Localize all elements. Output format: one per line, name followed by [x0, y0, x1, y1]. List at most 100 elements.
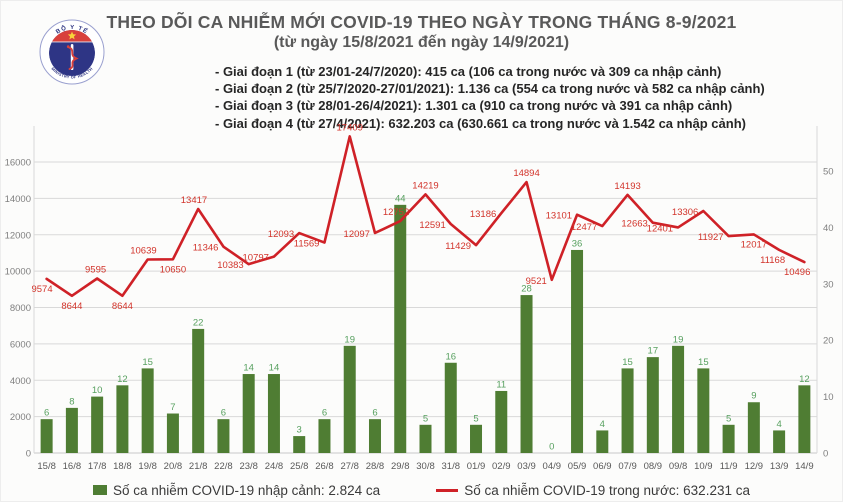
line-value-label: 11429: [445, 241, 471, 252]
bar-value-label: 10: [92, 385, 103, 396]
line-value-label: 12477: [571, 222, 597, 233]
line-value-label: 9595: [85, 264, 106, 275]
line-value-label: 14219: [412, 180, 438, 191]
logo-asclepius-staff-icon: [66, 44, 79, 70]
x-axis-label: 03/9: [517, 461, 536, 472]
x-axis-label: 28/8: [366, 461, 385, 472]
legend-line-swatch-icon: [436, 488, 459, 492]
right-axis-tick-label: 30: [823, 279, 834, 290]
bar-value-label: 16: [445, 351, 456, 362]
bar-value-label: 8: [69, 396, 74, 407]
line-value-label: 13186: [470, 209, 496, 220]
left-axis-tick-label: 8000: [10, 303, 31, 314]
bar-nhap-canh: [293, 436, 306, 453]
x-axis-label: 11/9: [720, 461, 738, 472]
line-value-label: 12663: [621, 219, 647, 230]
bar-nhap-canh: [520, 295, 533, 453]
line-value-label: 12093: [268, 229, 294, 240]
line-value-label: 14894: [513, 168, 539, 179]
x-axis-label: 14/9: [795, 461, 814, 472]
line-value-label: 13306: [672, 207, 698, 218]
x-axis-label: 31/8: [442, 461, 461, 472]
bar-nhap-canh: [722, 424, 735, 453]
bar-value-label: 7: [170, 402, 175, 413]
bar-value-label: 15: [142, 357, 153, 368]
x-axis-label: 26/8: [315, 461, 334, 472]
phase-summary-list: - Giai đoạn 1 (từ 23/01-24/7/2020): 415 …: [215, 63, 765, 132]
bar-nhap-canh: [444, 362, 457, 453]
line-value-label: 8644: [112, 301, 133, 312]
bar-value-label: 36: [572, 238, 583, 249]
line-value-label: 12401: [647, 223, 673, 234]
x-axis-label: 29/8: [391, 461, 410, 472]
bar-nhap-canh: [217, 419, 230, 453]
right-axis-tick-label: 10: [823, 392, 834, 403]
bar-nhap-canh: [697, 368, 710, 453]
bar-value-label: 6: [221, 408, 226, 419]
bar-nhap-canh: [394, 204, 407, 453]
line-value-label: 9574: [31, 284, 52, 295]
bar-nhap-canh: [571, 249, 584, 453]
bar-nhap-canh: [798, 385, 811, 453]
line-value-label: 13417: [181, 195, 207, 206]
bar-value-label: 14: [269, 363, 280, 374]
line-value-label: 10496: [784, 267, 810, 278]
line-value-label: 10650: [160, 264, 186, 275]
bar-value-label: 4: [776, 419, 781, 430]
bar-value-label: 14: [243, 363, 254, 374]
bar-value-label: 9: [751, 391, 756, 402]
line-value-label: 11168: [760, 255, 785, 266]
bar-nhap-canh: [91, 396, 104, 453]
line-value-label: 8644: [61, 301, 82, 312]
page-subtitle: (từ ngày 15/8/2021 đến ngày 14/9/2021): [273, 34, 570, 51]
bar-nhap-canh: [166, 413, 179, 453]
legend-item-nhap-canh: Số ca nhiễm COVID-19 nhập cảnh: 2.824 ca: [93, 483, 380, 498]
x-axis-label: 10/9: [694, 461, 713, 472]
bar-value-label: 17: [648, 346, 659, 357]
bar-value-label: 15: [622, 357, 633, 368]
x-axis-label: 15/8: [37, 461, 56, 472]
bar-value-label: 19: [344, 334, 355, 345]
line-value-label: 12591: [419, 220, 445, 231]
legend-item-trong-nuoc: Số ca nhiễm COVID-19 trong nước: 632.231…: [436, 483, 750, 498]
bar-nhap-canh: [646, 357, 659, 453]
right-axis-tick-label: 0: [823, 449, 828, 460]
bar-nhap-canh: [192, 328, 205, 453]
line-value-label: 12017: [741, 239, 767, 250]
bar-nhap-canh: [368, 419, 381, 453]
phase-4-summary: - Giai đoạn 4 (từ 27/4/2021): 632.203 ca…: [215, 115, 746, 131]
right-axis-tick-label: 20: [823, 336, 834, 347]
line-trong-nuoc: [45, 135, 806, 298]
left-axis-tick-label: 16000: [5, 158, 31, 169]
bar-nhap-canh: [747, 402, 760, 453]
bar-nhap-canh: [596, 430, 609, 453]
bar-value-label: 3: [297, 425, 302, 436]
logo-star-icon: [67, 31, 77, 40]
x-axis-label: 01/9: [467, 461, 486, 472]
x-axis-label: 12/9: [745, 461, 764, 472]
left-axis-tick-label: 10000: [5, 267, 31, 278]
legend-label-nhap-canh: Số ca nhiễm COVID-19 nhập cảnh: 2.824 ca: [113, 482, 381, 498]
phase-1-summary: - Giai đoạn 1 (từ 23/01-24/7/2020): 415 …: [215, 64, 722, 79]
bar-nhap-canh: [40, 419, 53, 453]
line-value-label: 10639: [130, 246, 156, 257]
bar-nhap-canh: [65, 407, 78, 453]
left-axis-tick-label: 4000: [10, 376, 31, 387]
line-value-label: 17409: [337, 122, 363, 133]
x-axis-label: 27/8: [340, 461, 359, 472]
bar-value-label: 5: [423, 413, 428, 424]
bar-value-label: 6: [322, 408, 327, 419]
line-value-label: 11927: [698, 232, 724, 243]
bar-nhap-canh: [773, 430, 786, 453]
x-axis-label: 30/8: [416, 461, 435, 472]
x-axis-label: 05/9: [568, 461, 587, 472]
bar-nhap-canh: [318, 419, 331, 453]
phase-2-summary: - Giai đoạn 2 (từ 25/7/2020-27/01/2021):…: [215, 81, 765, 97]
x-axis-label: 02/9: [492, 461, 511, 472]
x-axis-label: 20/8: [164, 461, 183, 472]
bar-value-label: 4: [600, 419, 605, 430]
bar-nhap-canh: [672, 345, 685, 453]
bar-value-label: 22: [193, 317, 204, 328]
line-value-label: 13101: [546, 211, 572, 222]
